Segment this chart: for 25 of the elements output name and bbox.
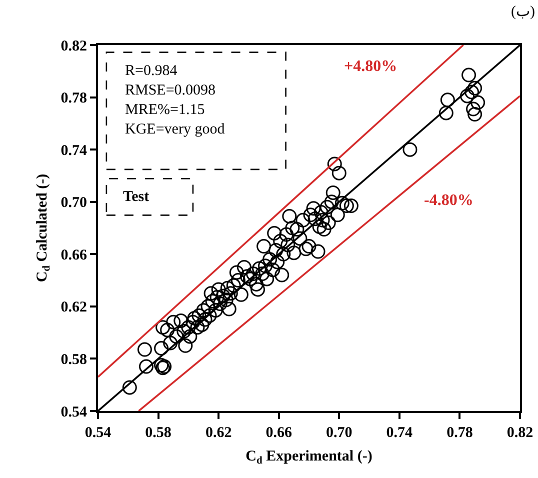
y-tick-label: 0.66 xyxy=(60,247,88,264)
x-tick-label: 0.70 xyxy=(326,425,352,441)
annotation: MRE%=1.15 xyxy=(125,102,205,118)
annotation: KGE=very good xyxy=(125,122,226,138)
y-tick-label: 0.62 xyxy=(60,300,87,316)
x-axis-title: C$_{d}$ Experimental (-) xyxy=(246,448,372,467)
y-tick-label: 0.74 xyxy=(60,142,88,159)
y-tick-label: 0.58 xyxy=(60,352,87,368)
annotation: Test xyxy=(123,189,150,205)
x-tick-label: 0.66 xyxy=(266,425,292,441)
y-tick-label: 0.78 xyxy=(60,90,87,107)
annotation: -4.80% xyxy=(424,192,474,209)
x-tick-label: 0.82 xyxy=(506,425,534,441)
y-tick-label: 0.82 xyxy=(60,38,87,54)
x-tick-label: 0.78 xyxy=(446,425,473,441)
x-tick-label: 0.54 xyxy=(84,425,112,441)
text: (ب) xyxy=(511,4,535,20)
x-tick-label: 0.58 xyxy=(145,425,172,441)
y-tick-label: 0.54 xyxy=(60,404,88,420)
x-tick-label: 0.62 xyxy=(205,425,232,441)
x-tick-label: 0.74 xyxy=(386,425,414,441)
annotation: RMSE=0.0098 xyxy=(125,82,216,98)
annotation: R=0.984 xyxy=(125,63,178,79)
y-tick-label: 0.70 xyxy=(60,195,87,212)
annotation: +4.80% xyxy=(344,58,398,75)
